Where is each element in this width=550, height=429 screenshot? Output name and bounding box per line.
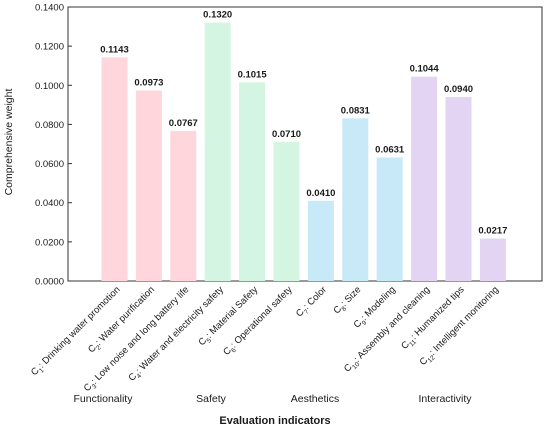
plot-frame bbox=[67, 6, 543, 282]
y-axis-ticks: 0.0000 0.0200 0.0400 0.0600 0.0800 0.1000 0.12… bbox=[35, 3, 72, 288]
group-label: Aesthetics bbox=[291, 393, 339, 405]
bar bbox=[135, 90, 162, 281]
x-category-label: C6: Operational safety bbox=[221, 284, 296, 359]
group-label: Interactivity bbox=[418, 393, 472, 405]
data-label: 0.0831 bbox=[341, 105, 371, 116]
bar bbox=[239, 82, 266, 281]
y-tick-label: 0.0200 bbox=[35, 237, 64, 248]
group-labels: Functionality Safety Aesthetics Interactivi… bbox=[74, 393, 473, 405]
plot-border bbox=[67, 6, 543, 282]
y-tick-label: 0.1400 bbox=[35, 3, 64, 14]
y-tick-label: 0.0000 bbox=[35, 277, 64, 288]
bar bbox=[376, 157, 403, 281]
x-category-label: C8: Size bbox=[331, 284, 364, 317]
group-label: Functionality bbox=[74, 393, 134, 405]
y-axis-title: Comprehensive weight bbox=[3, 89, 15, 196]
bar bbox=[445, 97, 472, 282]
data-label: 0.1143 bbox=[100, 44, 129, 55]
x-category-label: C5: Material Safety bbox=[196, 284, 261, 349]
bar bbox=[342, 118, 369, 282]
data-label: 0.0410 bbox=[306, 188, 335, 199]
data-label: 0.0217 bbox=[478, 226, 507, 237]
data-label: 0.1320 bbox=[203, 10, 232, 21]
bar bbox=[479, 238, 506, 281]
x-axis-title: Evaluation indicators bbox=[219, 415, 330, 427]
bar bbox=[204, 22, 231, 282]
bar bbox=[101, 57, 128, 282]
y-tick-label: 0.1000 bbox=[35, 81, 64, 92]
data-label: 0.1044 bbox=[410, 64, 440, 75]
bar bbox=[273, 142, 300, 281]
data-label: 0.1015 bbox=[238, 69, 268, 80]
data-label: 0.0940 bbox=[444, 84, 473, 95]
bar bbox=[411, 76, 438, 281]
bar bbox=[170, 130, 197, 281]
data-label: 0.0631 bbox=[375, 145, 405, 156]
group-label: Safety bbox=[196, 393, 227, 405]
y-tick-label: 0.1200 bbox=[35, 42, 64, 53]
data-label: 0.0973 bbox=[134, 78, 163, 89]
y-tick-label: 0.0600 bbox=[35, 159, 64, 170]
bar bbox=[307, 200, 334, 281]
y-tick-label: 0.0400 bbox=[35, 198, 64, 209]
data-labels: 0.1143 0.0973 0.0767 0.1320 0.1015 0.0710 0.04… bbox=[100, 10, 507, 237]
bars bbox=[101, 22, 506, 282]
data-label: 0.0710 bbox=[272, 129, 301, 140]
x-category-label: C7: Color bbox=[294, 284, 330, 320]
data-label: 0.0767 bbox=[169, 118, 198, 129]
y-tick-label: 0.0800 bbox=[35, 120, 64, 131]
